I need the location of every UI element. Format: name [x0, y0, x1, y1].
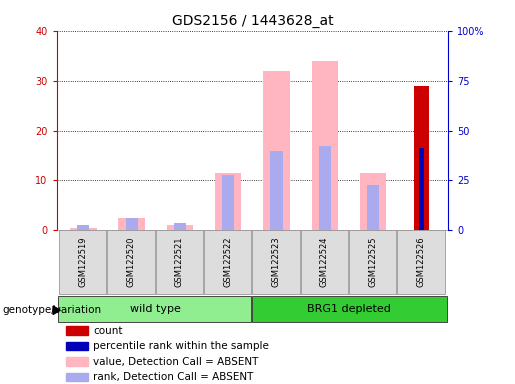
Bar — [367, 185, 379, 230]
Text: GSM122520: GSM122520 — [127, 237, 135, 287]
Bar — [301, 230, 348, 294]
Bar — [108, 230, 154, 294]
Bar — [312, 61, 338, 230]
Bar — [204, 230, 251, 294]
Title: GDS2156 / 1443628_at: GDS2156 / 1443628_at — [171, 14, 333, 28]
Bar — [414, 86, 428, 230]
Bar — [70, 228, 96, 230]
Bar — [118, 218, 145, 230]
Bar — [215, 173, 242, 230]
Polygon shape — [53, 306, 60, 314]
Bar — [174, 223, 186, 230]
Text: BRG1 depleted: BRG1 depleted — [307, 303, 391, 313]
Text: GSM122522: GSM122522 — [223, 237, 232, 287]
Bar — [66, 373, 89, 381]
Text: GSM122524: GSM122524 — [320, 237, 329, 287]
Bar — [360, 173, 386, 230]
Text: percentile rank within the sample: percentile rank within the sample — [93, 341, 269, 351]
Bar — [66, 358, 89, 366]
Text: GSM122525: GSM122525 — [368, 237, 377, 287]
Bar — [319, 146, 331, 230]
Text: wild type: wild type — [130, 303, 181, 313]
Bar — [66, 326, 89, 334]
Bar — [77, 225, 89, 230]
Text: GSM122523: GSM122523 — [271, 237, 281, 287]
Text: count: count — [93, 326, 123, 336]
Text: genotype/variation: genotype/variation — [3, 305, 101, 315]
Text: value, Detection Call = ABSENT: value, Detection Call = ABSENT — [93, 356, 259, 367]
Text: GSM122526: GSM122526 — [417, 237, 425, 287]
Bar — [252, 230, 300, 294]
Bar — [126, 218, 138, 230]
Bar — [222, 175, 234, 230]
Bar — [252, 296, 447, 322]
Bar — [59, 230, 107, 294]
Bar — [66, 342, 89, 350]
Bar — [156, 230, 203, 294]
Bar — [263, 71, 290, 230]
Bar — [270, 151, 283, 230]
Bar — [397, 230, 444, 294]
Text: GSM122519: GSM122519 — [78, 237, 87, 287]
Text: GSM122521: GSM122521 — [175, 237, 184, 287]
Bar — [419, 148, 424, 230]
Bar — [349, 230, 397, 294]
Bar — [58, 296, 251, 322]
Text: rank, Detection Call = ABSENT: rank, Detection Call = ABSENT — [93, 372, 253, 382]
Bar — [166, 225, 193, 230]
